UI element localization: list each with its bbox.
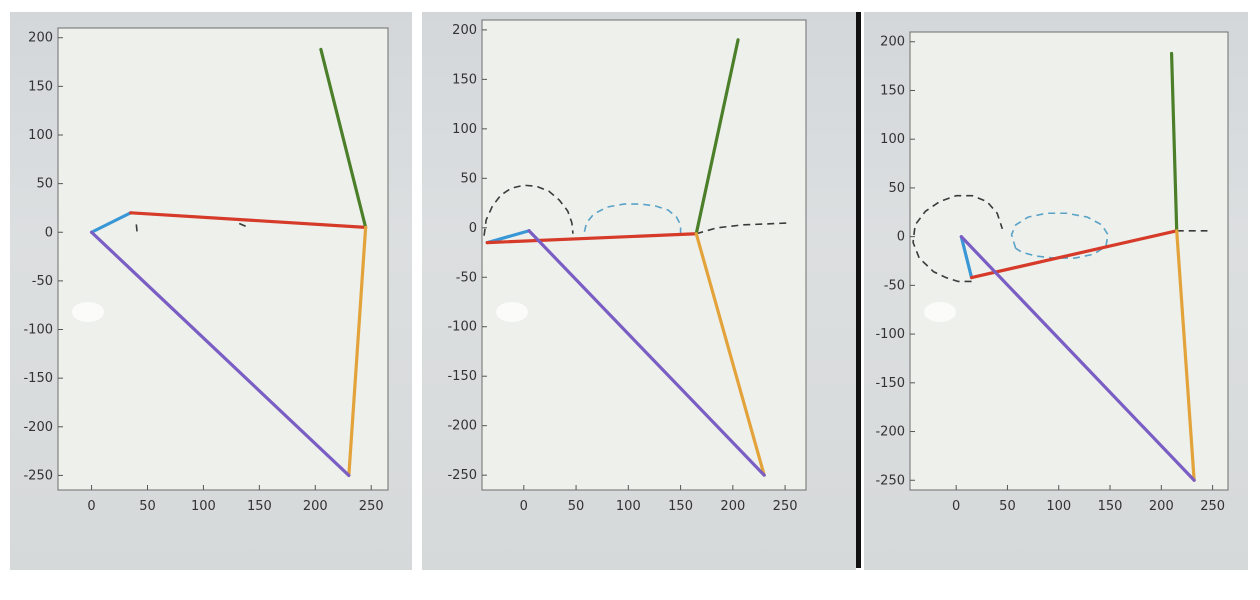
linkage-series-line [959,235,1196,482]
screen-glare [496,302,528,322]
linkage-series-line [89,230,351,478]
x-tick-label: 200 [303,499,328,514]
x-tick-label: 50 [139,499,156,514]
x-tick-label: 250 [359,499,384,514]
y-tick-label: 100 [28,128,53,143]
y-tick-label: -50 [32,274,53,289]
panel-divider [856,12,861,568]
linkage-series-line [527,229,766,477]
y-tick-label: -250 [23,468,53,483]
x-tick-label: 100 [616,499,641,514]
y-tick-label: -100 [447,320,477,335]
trajectory-dashed-line [135,224,139,236]
linkage-series-line [319,47,368,229]
linkage-series-line [969,229,1179,280]
y-tick-label: 150 [28,79,53,94]
x-tick-label: 100 [191,499,216,514]
x-tick-label: 50 [568,499,585,514]
y-tick-label: -100 [23,323,53,338]
y-tick-label: 50 [460,171,477,186]
linkage-series-line [89,211,133,234]
plot-area [909,31,1229,491]
x-tick-label: 200 [1149,499,1174,514]
chart-3: 200 150 100 50 0 -50 -100 -150 -200 -250 0 50 100 150… [875,31,1229,514]
trajectory-dashed-line [912,194,1004,283]
x-tick-label: 250 [773,499,798,514]
trajectory-dashed-line [238,222,247,228]
y-tick-label: 100 [452,122,477,137]
x-tick-label: 150 [668,499,693,514]
y-tick-label: -200 [875,425,905,440]
y-tick-label: 100 [880,132,905,147]
x-tick-label: 100 [1046,499,1071,514]
y-tick-label: -250 [447,468,477,483]
linkage-series-line [959,235,974,280]
linkage-series-line [1175,229,1196,482]
y-tick-label: 150 [452,72,477,87]
linkage-series-line [1169,51,1179,233]
y-tick-label: 200 [28,31,53,46]
x-tick-label: 0 [952,499,960,514]
plot-panel-3: 200 150 100 50 0 -50 -100 -150 -200 -250 0 50 100 150… [864,12,1248,570]
trajectory-dashed-line [483,184,574,236]
y-tick-label: -50 [884,278,905,293]
trajectory-dashed-line [1010,212,1109,259]
chart-1: 200 150 100 50 0 -50 -100 -150 -200 -250 0 50 100 150… [23,27,389,514]
screen-glare [924,302,956,322]
trajectory-dashed-line [583,203,682,234]
y-tick-label: 0 [45,225,53,240]
linkage-series-line [347,225,368,478]
x-tick-label: 50 [999,499,1016,514]
y-tick-label: 0 [897,230,905,245]
y-tick-label: 50 [36,177,53,192]
y-tick-label: -250 [875,473,905,488]
y-tick-label: -150 [447,369,477,384]
y-tick-label: -200 [23,420,53,435]
chart-2: 200 150 100 50 0 -50 -100 -150 -200 -250 0 50 100 150… [447,19,807,514]
trajectory-dashed-line [696,222,791,235]
plot-area [481,19,807,491]
y-tick-label: 50 [888,181,905,196]
y-tick-label: -100 [875,327,905,342]
x-tick-label: 200 [720,499,745,514]
x-tick-label: 0 [520,499,528,514]
plot-panel-1: 200 150 100 50 0 -50 -100 -150 -200 -250 0 50 100 150… [10,12,412,570]
y-tick-label: -150 [875,376,905,391]
y-tick-label: 150 [880,83,905,98]
x-tick-label: 150 [247,499,272,514]
x-tick-label: 0 [87,499,95,514]
y-tick-label: -150 [23,371,53,386]
y-tick-label: 200 [452,23,477,38]
linkage-series-line [485,232,698,245]
screen-glare [72,302,104,322]
y-tick-label: 200 [880,35,905,50]
linkage-series-line [694,232,766,477]
y-tick-label: -50 [456,270,477,285]
linkage-series-line [485,229,531,245]
plot-area [57,27,389,491]
x-tick-label: 250 [1200,499,1225,514]
x-tick-label: 150 [1098,499,1123,514]
y-tick-label: -200 [447,419,477,434]
linkage-series-line [129,211,368,229]
y-tick-label: 0 [469,221,477,236]
linkage-series-line [694,38,740,236]
plot-panel-2: 200 150 100 50 0 -50 -100 -150 -200 -250 0 50 100 150… [422,12,856,570]
